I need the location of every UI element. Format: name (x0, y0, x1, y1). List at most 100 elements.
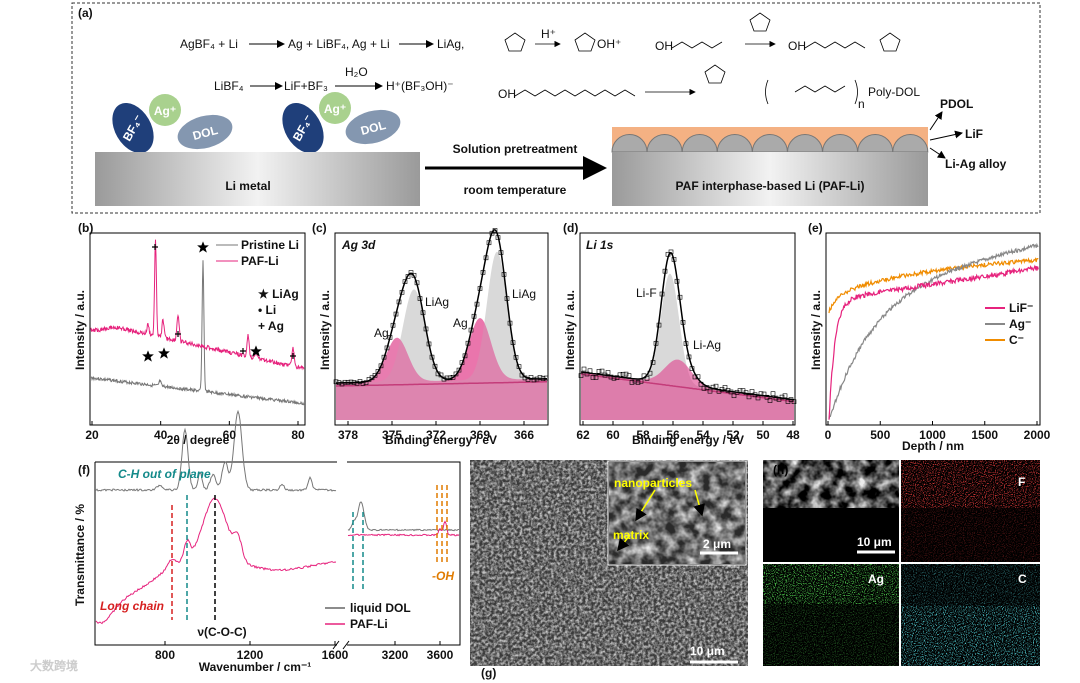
data-point (728, 389, 734, 395)
x-tick-label: 54 (696, 428, 710, 442)
lif-bumps (611, 134, 929, 153)
y-axis-label: Intensity / a.u. (809, 290, 823, 370)
data-point (510, 340, 516, 345)
data-point (351, 380, 357, 385)
annotation: C-H out of plane (118, 467, 211, 481)
sem-image (470, 460, 748, 666)
chem-label: OH (655, 39, 673, 53)
panel-label: (d) (563, 221, 578, 235)
slab-label: Li metal (225, 179, 270, 193)
spectrum (95, 409, 337, 492)
peak-marker (152, 244, 158, 250)
data-point (366, 377, 372, 382)
data-point (590, 375, 596, 380)
spectrum (828, 264, 1039, 420)
data-point (647, 370, 653, 376)
peak-marker (197, 241, 209, 253)
data-point (713, 383, 719, 389)
process-label: Solution pretreatment (453, 142, 578, 156)
x-axis-label: Binding energy / eV (385, 433, 497, 447)
x-tick-label: 366 (514, 428, 534, 442)
marker-key: • Li (258, 303, 276, 317)
process-label: room temperature (464, 183, 567, 197)
chem-label: OH⁺ (597, 37, 621, 51)
x-axis-label: Binding energy / eV (632, 433, 744, 447)
data-point (543, 375, 549, 381)
data-point (668, 249, 674, 255)
data-point (486, 240, 492, 246)
data-point (402, 279, 408, 284)
x-tick-label: 800 (155, 648, 175, 662)
data-point (680, 320, 686, 325)
peak-label: LiAg (512, 287, 536, 301)
data-point (587, 368, 593, 374)
chem-label: H⁺ (541, 27, 556, 41)
x-tick-label: 40 (154, 428, 168, 442)
data-point (743, 390, 749, 395)
panel-title: Li 1s (586, 238, 614, 252)
peak-marker (158, 347, 170, 359)
li-slab (95, 152, 420, 206)
data-point (626, 373, 632, 378)
data-point (471, 313, 477, 319)
x-tick-label: 80 (291, 428, 305, 442)
data-point (369, 375, 375, 381)
data-point (611, 375, 617, 381)
ion-label: Ag⁺ (154, 104, 176, 118)
data-point (477, 286, 483, 291)
chem-label: Poly-DOL (868, 85, 920, 99)
chem-structures (504, 12, 901, 105)
data-point (492, 228, 498, 233)
data-point (441, 376, 447, 382)
peak-label: LiAg (425, 295, 449, 309)
legend-label: PAF-Li (241, 254, 279, 268)
lif-bump (716, 134, 753, 153)
spectrum (95, 497, 337, 625)
data-point (710, 384, 716, 390)
data-point (677, 294, 683, 300)
curves (90, 228, 1039, 625)
data-point (480, 270, 486, 275)
lif-bump (786, 134, 824, 153)
data-point (501, 272, 507, 277)
panel-label: (e) (808, 221, 823, 235)
data-point (596, 369, 602, 374)
annotation: matrix (613, 528, 649, 542)
lif-bump (611, 134, 648, 153)
watermark: 大数跨境 (30, 658, 78, 673)
data-point (725, 388, 731, 393)
data-point (761, 391, 767, 397)
lif-bump (857, 134, 894, 153)
data-point (375, 369, 381, 374)
lif-bump (822, 134, 859, 153)
legend-label: Ag⁻ (1009, 317, 1031, 331)
data-point (659, 291, 665, 297)
lif-bump (681, 134, 718, 153)
x-tick-label: 58 (636, 428, 650, 442)
peak-marker (250, 345, 262, 357)
paf-slab (612, 152, 928, 206)
x-tick-label: 1000 (919, 428, 946, 442)
map-label: C (1018, 572, 1027, 586)
data-point (513, 354, 519, 360)
data-point (581, 366, 587, 372)
x-tick-label: 52 (726, 428, 740, 442)
scale-label: 2 μm (703, 537, 731, 551)
data-point (779, 394, 785, 400)
peak-marker (175, 331, 181, 337)
marker-key: ★ LiAg (258, 287, 299, 301)
panel-a: (a) AgBF₄ + Li Ag + LiBF₄, Ag + Li LiAg,… (71, 2, 1041, 214)
data-point (752, 392, 758, 398)
equation: LiF+BF₃ (284, 79, 328, 93)
data-point (593, 375, 599, 380)
data-point (674, 278, 680, 284)
panel-label: (h) (773, 463, 788, 477)
data-point (345, 380, 351, 385)
spectrum (828, 242, 1039, 420)
data-point (408, 270, 414, 275)
equation: AgBF₄ + Li (180, 37, 238, 51)
map-label: F (1018, 475, 1025, 489)
data-point (620, 371, 626, 377)
annotation: Long chain (100, 599, 164, 613)
peak-marker (142, 350, 154, 362)
